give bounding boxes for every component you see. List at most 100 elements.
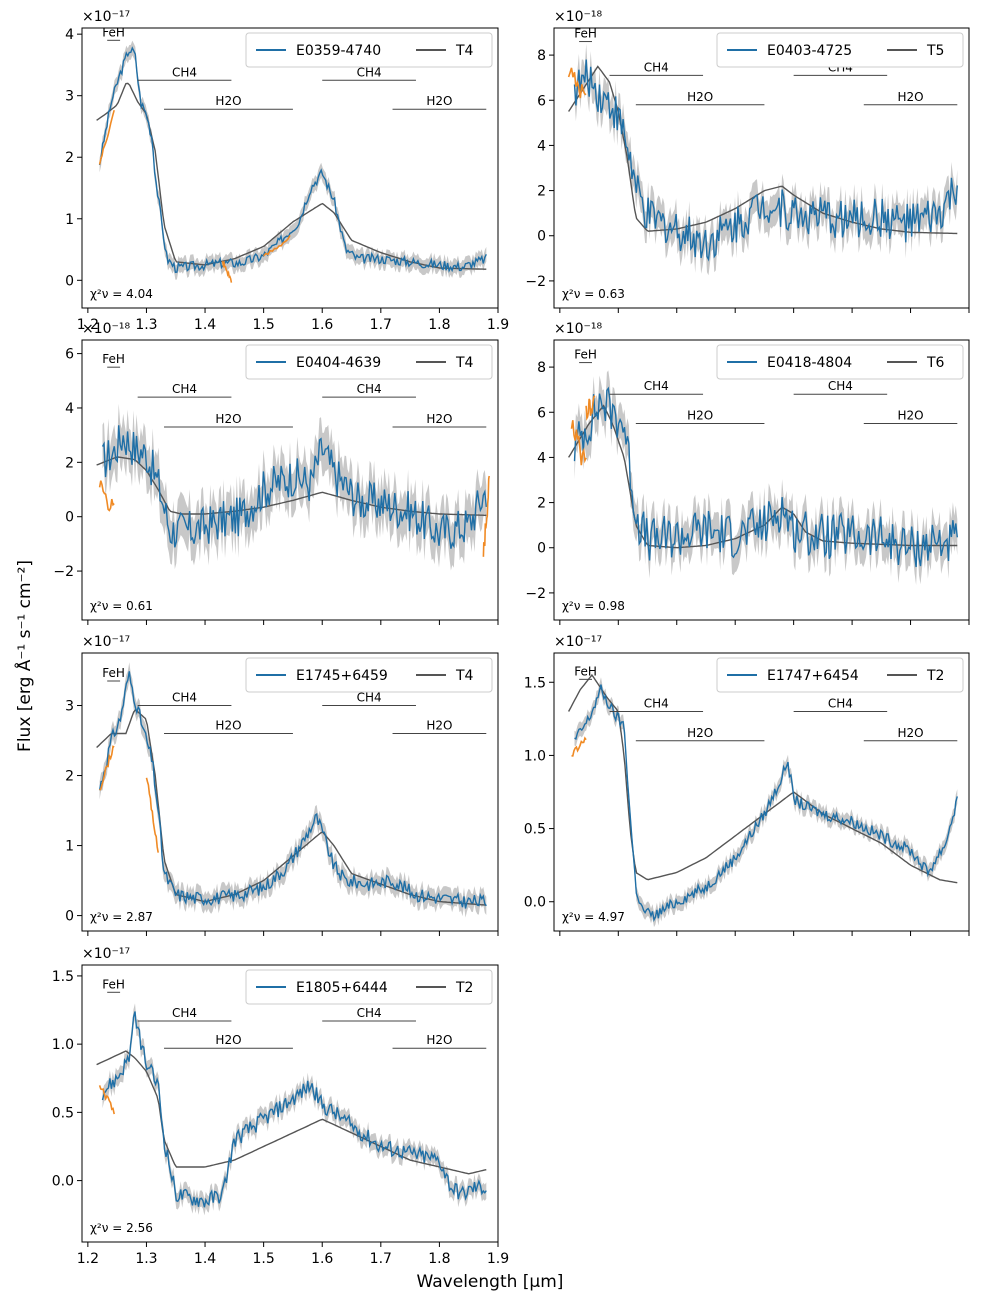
axes-frame: [81, 27, 499, 309]
panel-E0359-4740: FeH CH4 CH4 H2O H2O 0 1 2 3 4 1.2 1.3 1.4 1.5 1.6 1.7 1.…: [65, 9, 509, 333]
y-tick-label: 1: [65, 212, 74, 228]
axes-frame: [81, 964, 499, 1243]
y-tick-label: 6: [65, 347, 74, 363]
masked-segment-0: [98, 480, 115, 512]
legend-box: [245, 344, 493, 380]
y-multiplier: ×10⁻¹⁷: [82, 9, 130, 25]
y-tick-label: 0.5: [524, 822, 546, 838]
panel-E1747+6454: FeH CH4 CH4 H2O H2O 0.0 0.5 1.0 1.5 ×10⁻¹⁷ χ²ν = 4…: [524, 634, 970, 936]
template-curve: [568, 65, 958, 235]
chi2-label: χ²ν = 2.87: [90, 910, 153, 924]
y-tick-label: 0: [537, 229, 546, 245]
masked-segment-0: [567, 67, 587, 99]
template-curve: [96, 708, 487, 906]
x-tick-label: 1.6: [311, 317, 333, 333]
legend-label-template: T2: [455, 980, 473, 996]
x-tick-label: 1.8: [428, 1251, 450, 1267]
chi2-label: χ²ν = 4.04: [90, 287, 153, 301]
y-tick-label: 4: [537, 138, 546, 154]
axes-frame: [553, 652, 970, 932]
y-tick-label: 1: [65, 839, 74, 855]
plot-area: [96, 1003, 487, 1216]
y-multiplier: ×10⁻¹⁷: [82, 946, 130, 962]
band-label-H2O: H2O: [215, 412, 241, 426]
uncertainty-band: [574, 677, 958, 928]
y-multiplier: ×10⁻¹⁸: [554, 321, 603, 337]
axes-frame: [81, 652, 499, 932]
band-label-FeH: FeH: [574, 348, 597, 362]
panel-E0418-4804: FeH CH4 CH4 H2O H2O −2 0 2 4 6 8 ×10⁻¹⁸ χ²ν = 0.98 E0…: [525, 321, 970, 625]
band-label-CH4: CH4: [357, 382, 382, 396]
legend-label-template: T4: [455, 668, 474, 684]
chi2-label: χ²ν = 2.56: [90, 1221, 153, 1235]
x-tick-label: 1.9: [487, 1251, 509, 1267]
band-label-H2O: H2O: [897, 726, 923, 740]
y-tick-label: 2: [65, 769, 74, 785]
chi2-label: χ²ν = 0.98: [562, 599, 625, 613]
y-multiplier: ×10⁻¹⁸: [554, 9, 603, 25]
uncertainty-band: [574, 43, 958, 276]
band-label-FeH: FeH: [574, 27, 597, 41]
x-tick-label: 1.6: [311, 1251, 333, 1267]
y-tick-label: 1.5: [52, 969, 74, 985]
band-label-H2O: H2O: [215, 94, 241, 108]
masked-segment-0: [98, 1085, 115, 1115]
chi2-label: χ²ν = 0.61: [90, 599, 153, 613]
x-tick-label: 1.2: [77, 1251, 99, 1267]
plot-area: [96, 40, 487, 283]
observed-spectrum: [98, 46, 487, 274]
masked-segment-1: [585, 395, 596, 421]
legend-box: [716, 344, 964, 380]
y-tick-label: 1.0: [524, 748, 546, 764]
observed-spectrum: [573, 386, 958, 568]
panels: FeH CH4 CH4 H2O H2O 0 1 2 3 4 1.2 1.3 1.4 1.5 1.6 1.7 1.…: [52, 9, 970, 1267]
masked-segment-1: [221, 260, 233, 283]
band-label-H2O: H2O: [687, 409, 713, 423]
legend-label-object: E1805+6444: [296, 980, 388, 996]
band-label-CH4: CH4: [644, 60, 669, 74]
legend-box: [245, 969, 493, 1005]
y-tick-label: 1.5: [524, 675, 546, 691]
band-label-CH4: CH4: [172, 691, 197, 705]
panel-E1745+6459: FeH CH4 CH4 H2O H2O 0 1 2 3 ×10⁻¹⁷ χ²ν = 2.87 E1745…: [65, 634, 499, 936]
band-label-CH4: CH4: [644, 379, 669, 393]
chi2-label: χ²ν = 4.97: [562, 910, 625, 924]
legend-label-template: T6: [926, 355, 945, 371]
legend-label-object: E0403-4725: [767, 43, 852, 59]
y-tick-label: 2: [65, 455, 74, 471]
band-label-H2O: H2O: [426, 94, 452, 108]
y-tick-label: 6: [537, 405, 546, 421]
legend-box: [245, 32, 493, 68]
y-multiplier: ×10⁻¹⁸: [82, 321, 131, 337]
y-tick-label: 0: [65, 909, 74, 925]
panel-E0404-4639: FeH CH4 CH4 H2O H2O −2 0 2 4 6 ×10⁻¹⁸ χ²ν = 0.61 E04…: [53, 321, 499, 625]
y-multiplier: ×10⁻¹⁷: [554, 634, 602, 650]
legend-label-object: E0404-4639: [296, 355, 381, 371]
y-tick-label: 8: [537, 48, 546, 64]
uncertainty-band: [102, 1003, 487, 1216]
legend-label-template: T5: [926, 43, 944, 59]
y-tick-label: 0.0: [524, 895, 546, 911]
x-tick-label: 1.4: [194, 1251, 216, 1267]
y-tick-label: 0.5: [52, 1105, 74, 1121]
band-label-CH4: CH4: [644, 697, 669, 711]
y-tick-label: 1.0: [52, 1037, 74, 1053]
band-label-FeH: FeH: [102, 352, 125, 366]
masked-segment-1: [145, 777, 159, 853]
y-multiplier: ×10⁻¹⁷: [82, 634, 130, 650]
observed-spectrum: [573, 59, 958, 262]
band-label-H2O: H2O: [687, 90, 713, 104]
band-label-H2O: H2O: [215, 1033, 241, 1047]
band-label-CH4: CH4: [828, 697, 853, 711]
x-tick-label: 1.8: [428, 317, 450, 333]
y-tick-label: 2: [537, 496, 546, 512]
x-tick-label: 1.5: [253, 1251, 275, 1267]
band-label-CH4: CH4: [172, 382, 197, 396]
axes-frame: [553, 339, 970, 621]
observed-spectrum: [98, 671, 487, 909]
observed-spectrum: [101, 425, 487, 549]
y-tick-label: −2: [525, 586, 546, 602]
template-curve: [96, 456, 487, 516]
plot-area: [568, 370, 958, 585]
